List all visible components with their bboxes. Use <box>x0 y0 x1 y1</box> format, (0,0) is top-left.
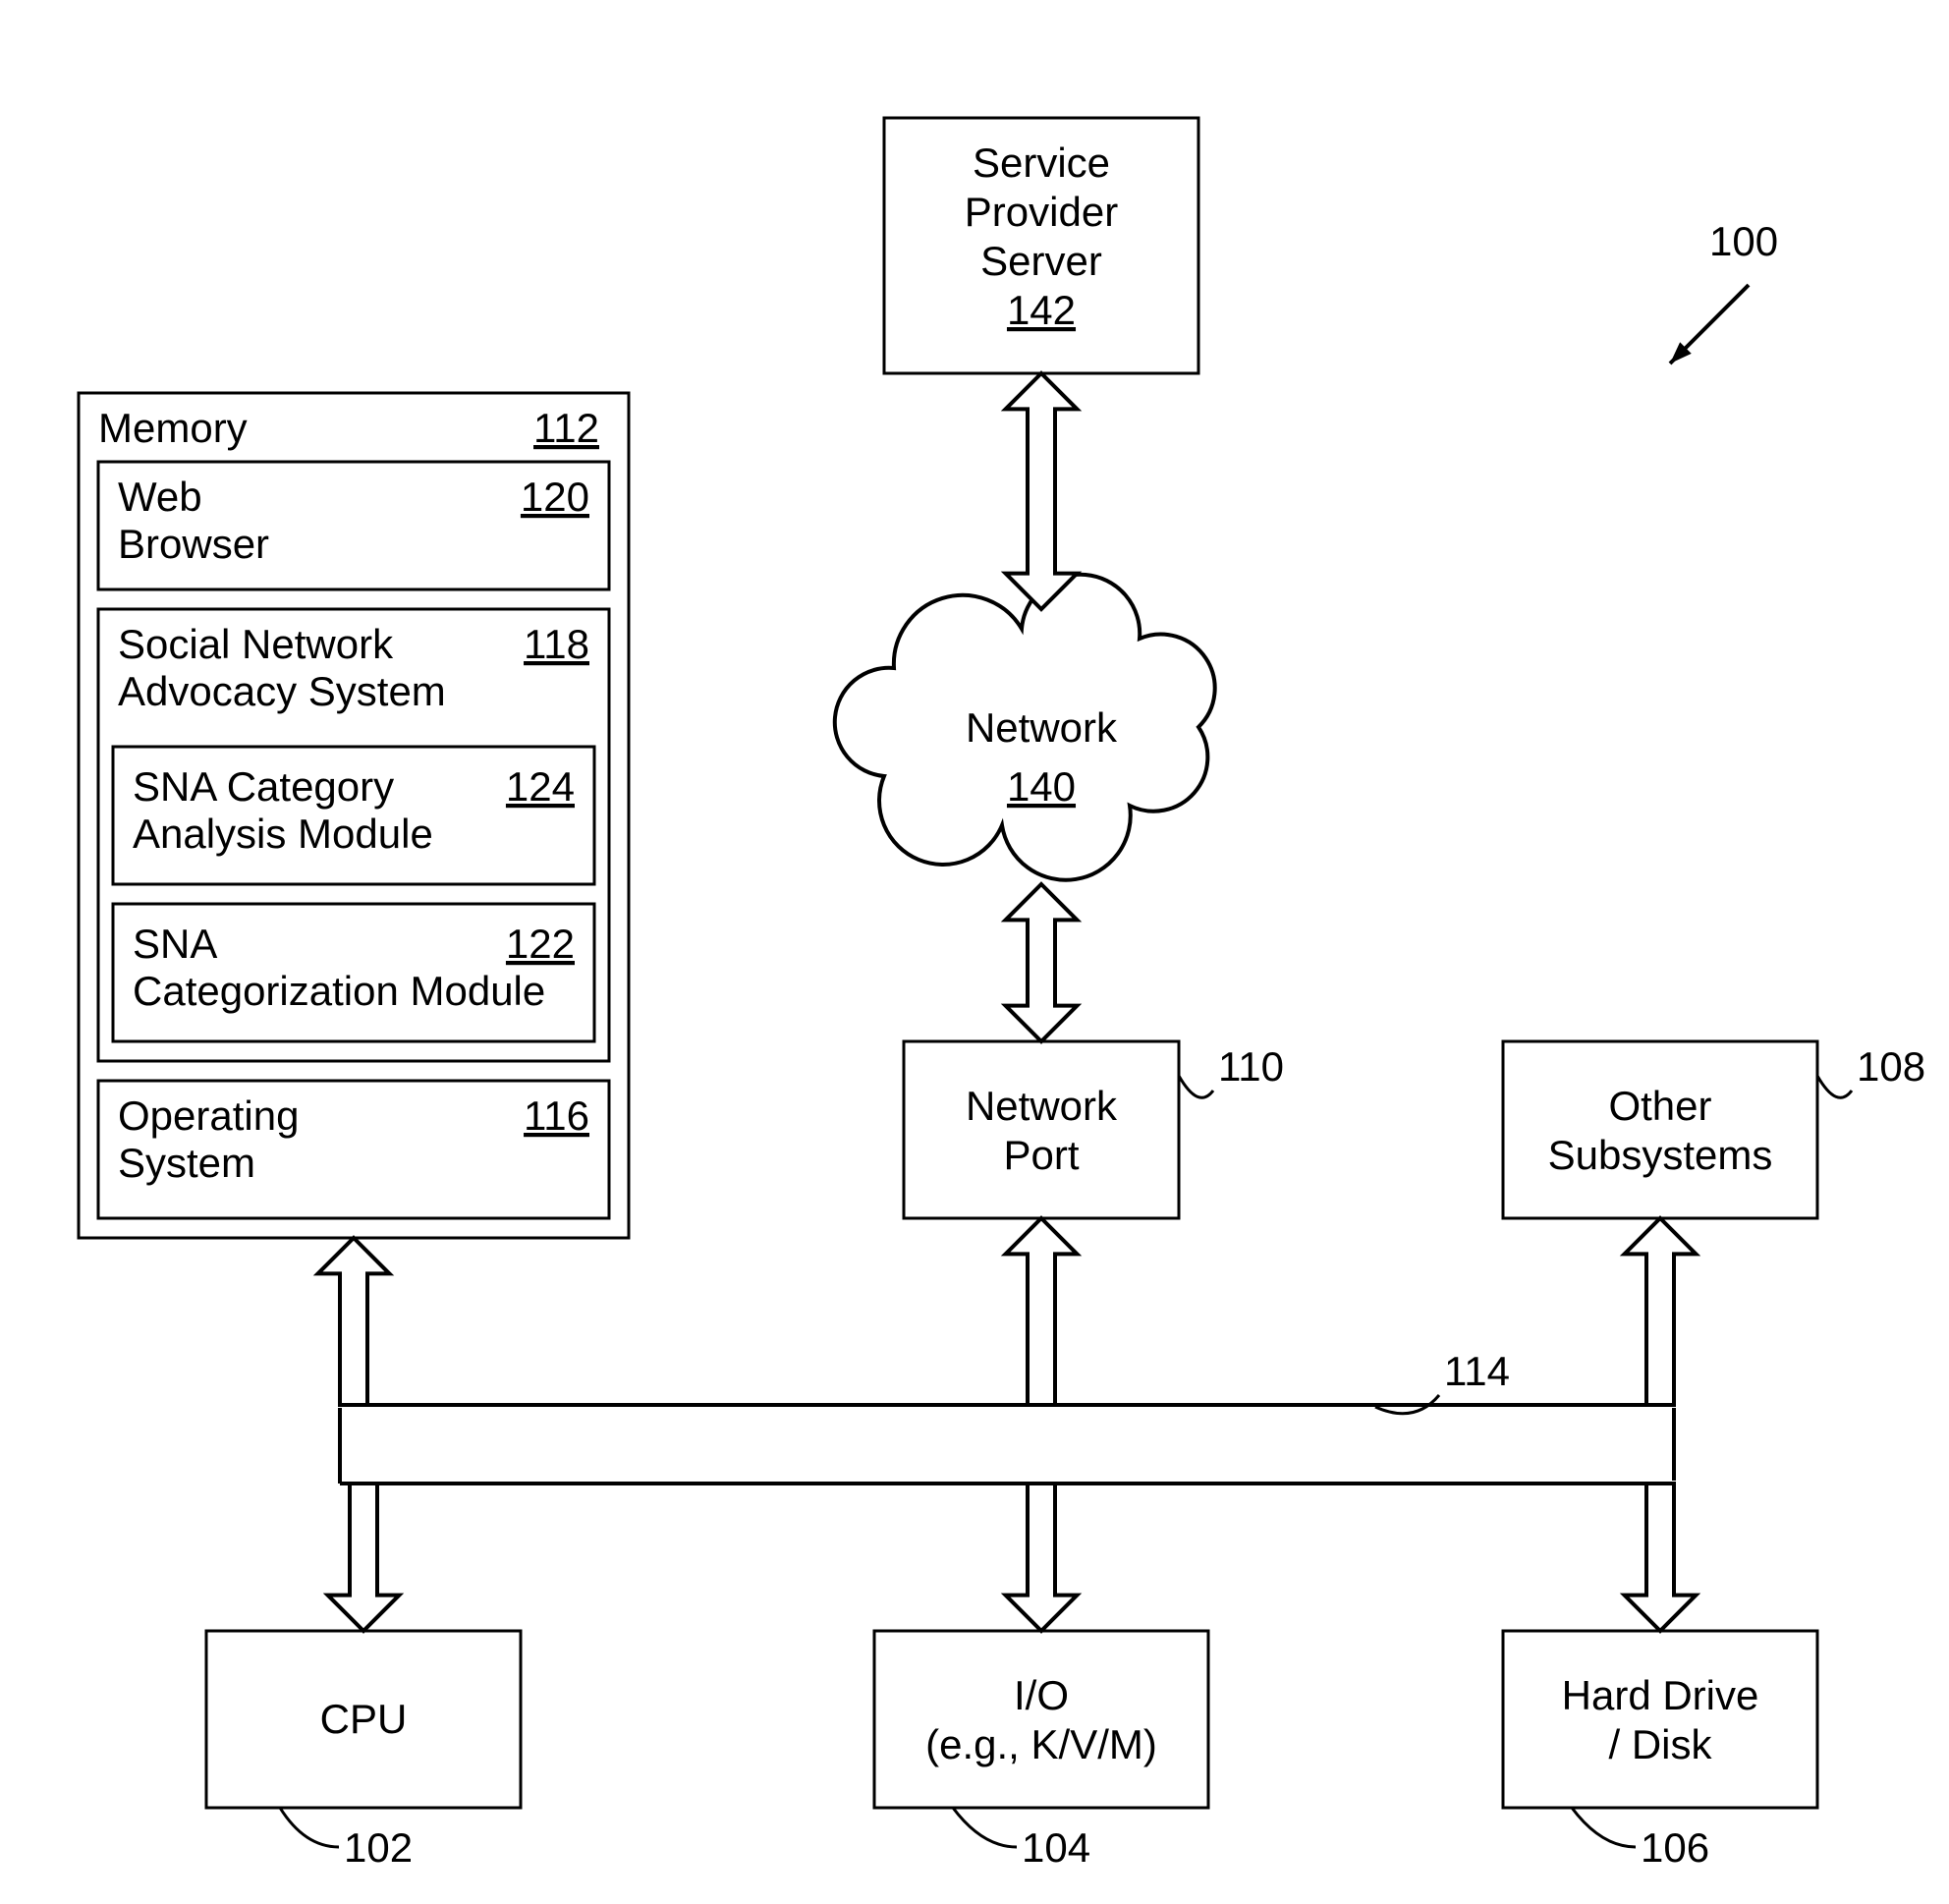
svg-text:Hard Drive: Hard Drive <box>1562 1672 1759 1718</box>
svg-text:106: 106 <box>1641 1824 1709 1871</box>
svg-text:Social Network: Social Network <box>118 621 394 667</box>
svg-text:/ Disk: / Disk <box>1609 1721 1713 1767</box>
hard-drive-box: Hard Drive/ Disk <box>1503 1631 1817 1808</box>
svg-text:Browser: Browser <box>118 521 269 567</box>
svg-text:118: 118 <box>524 621 589 667</box>
svg-text:112: 112 <box>533 405 599 451</box>
svg-text:Subsystems: Subsystems <box>1548 1132 1773 1178</box>
svg-text:Provider: Provider <box>965 189 1118 235</box>
svg-text:140: 140 <box>1007 763 1076 810</box>
svg-text:124: 124 <box>506 763 575 810</box>
svg-text:Service: Service <box>973 140 1110 186</box>
svg-text:110: 110 <box>1218 1043 1284 1090</box>
svg-text:Operating: Operating <box>118 1092 299 1139</box>
svg-text:System: System <box>118 1140 255 1186</box>
svg-text:Web: Web <box>118 474 202 520</box>
svg-text:Categorization Module: Categorization Module <box>133 968 545 1014</box>
svg-text:SNA: SNA <box>133 921 217 967</box>
svg-text:100: 100 <box>1709 218 1778 264</box>
svg-text:Memory: Memory <box>98 405 248 451</box>
svg-text:122: 122 <box>506 921 575 967</box>
io-box: I/O(e.g., K/V/M) <box>874 1631 1208 1808</box>
svg-text:102: 102 <box>344 1824 413 1871</box>
cpu-box: CPU <box>206 1631 521 1808</box>
svg-text:120: 120 <box>521 474 589 520</box>
svg-text:Port: Port <box>1003 1132 1079 1178</box>
svg-text:Advocacy System: Advocacy System <box>118 668 446 714</box>
memory-block: Memory 112 WebBrowser 120 Social NetworkAdvo… <box>79 393 629 1238</box>
svg-text:CPU: CPU <box>320 1696 408 1742</box>
svg-text:I/O: I/O <box>1014 1672 1069 1718</box>
svg-text:Other: Other <box>1608 1083 1711 1129</box>
svg-text:108: 108 <box>1857 1043 1925 1090</box>
svg-text:Network: Network <box>966 704 1118 751</box>
svg-text:114: 114 <box>1444 1348 1510 1394</box>
svg-text:SNA Category: SNA Category <box>133 763 394 810</box>
svg-text:Server: Server <box>980 238 1102 284</box>
svg-text:104: 104 <box>1022 1824 1090 1871</box>
svg-text:116: 116 <box>524 1092 589 1139</box>
other-subsystems-box: OtherSubsystems <box>1503 1041 1817 1218</box>
svg-text:(e.g., K/V/M): (e.g., K/V/M) <box>925 1721 1157 1767</box>
svg-text:Network: Network <box>966 1083 1118 1129</box>
svg-text:142: 142 <box>1007 287 1076 333</box>
network-port-box: NetworkPort <box>904 1041 1179 1218</box>
svg-text:Analysis Module: Analysis Module <box>133 811 433 857</box>
